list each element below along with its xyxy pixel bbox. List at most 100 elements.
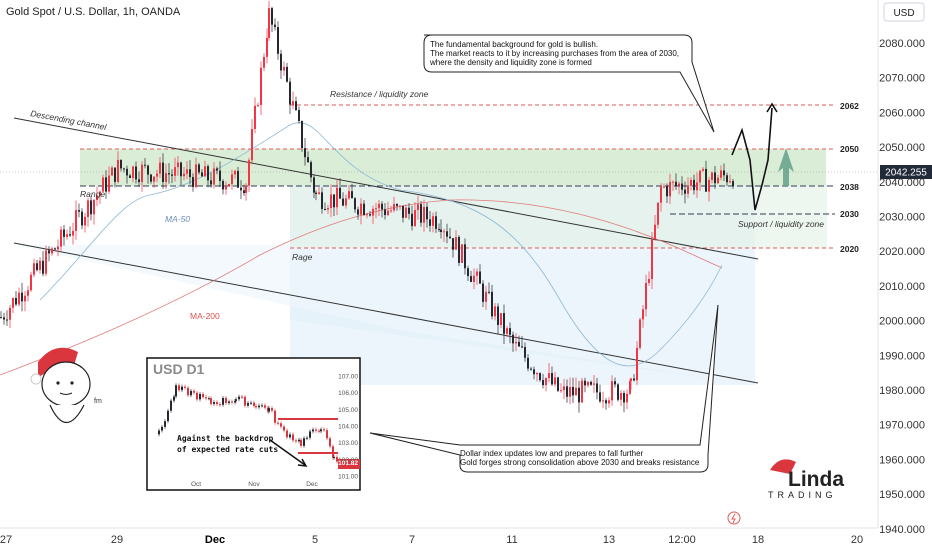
candle-body	[639, 319, 641, 348]
candle-body	[648, 279, 650, 283]
inset-candle-body	[320, 429, 322, 432]
candle-body	[195, 164, 197, 187]
candle-body	[123, 168, 125, 170]
candle-body	[351, 191, 353, 199]
inset-candle-body	[241, 396, 243, 398]
candle-body	[198, 164, 200, 173]
flash-icon[interactable]	[727, 511, 741, 525]
candle-body	[515, 341, 517, 344]
candle-body	[237, 170, 239, 188]
candle-body	[66, 234, 68, 237]
projection-arrowhead	[766, 102, 778, 113]
candle-body	[378, 203, 380, 209]
inset-caption-line2: of expected rate cuts	[177, 445, 278, 454]
channel-lines	[13, 117, 759, 384]
candle-body	[560, 390, 562, 392]
price-tick-label: 1950.000	[879, 489, 925, 501]
currency-button[interactable]	[883, 2, 925, 22]
price-tick-label: 2070.000	[879, 73, 925, 85]
candle-body	[684, 189, 686, 194]
candle-body	[129, 175, 131, 179]
current-price-value: 2042.255	[885, 168, 927, 179]
candle-body	[423, 206, 425, 223]
candle-body	[455, 237, 457, 250]
level-2030-label: 2030	[840, 209, 859, 219]
level-2020-label: 2020	[840, 244, 859, 254]
candle-body	[357, 209, 359, 215]
inset-caption-arrow	[269, 439, 306, 466]
candle-body	[617, 384, 619, 400]
time-tick-label: 13	[603, 534, 615, 546]
inset-x-tick: Dec	[306, 481, 318, 488]
candle-body	[512, 334, 514, 344]
candle-body	[509, 328, 511, 335]
price-tick-label: 2000.000	[879, 316, 925, 328]
candle-body	[126, 168, 128, 176]
candle-body	[566, 386, 568, 397]
inset-candle-body	[219, 404, 221, 406]
candle-body	[93, 199, 95, 215]
candle-body	[530, 368, 532, 370]
candle-body	[693, 179, 695, 191]
candle-body	[563, 386, 565, 391]
inset-y-tick: 105.00	[338, 407, 358, 414]
candle-body	[225, 185, 227, 190]
candle-body	[114, 167, 116, 182]
price-tick-label: 1980.000	[879, 385, 925, 397]
inset-y-tick: 102.00	[338, 457, 358, 464]
candle-body	[72, 230, 74, 236]
range-label-left: Range	[80, 189, 105, 199]
candle-body	[687, 185, 689, 194]
candle-body	[147, 165, 149, 175]
inset-candle-body	[264, 405, 266, 408]
candle-body	[717, 177, 719, 184]
candle-body	[584, 380, 586, 386]
ma200-label: MA-200	[190, 311, 220, 321]
inset-y-axis: 107.00106.00105.00104.00103.00102.00101.…	[338, 374, 358, 481]
candle-body	[690, 179, 692, 186]
inset-x-axis: Oct Nov Dec	[191, 481, 319, 488]
level-2062-label: 2062	[840, 101, 859, 111]
time-tick-label: 18	[752, 534, 764, 546]
candle-body	[87, 200, 89, 217]
candle-body	[402, 205, 404, 218]
candle-body	[260, 67, 262, 105]
candle-body	[485, 291, 487, 302]
candle-body	[458, 237, 460, 263]
candle-body	[102, 177, 104, 192]
candle-body	[596, 383, 598, 393]
candle-body	[183, 173, 185, 177]
inset-candle-body	[181, 386, 183, 391]
candle-body	[666, 186, 668, 197]
candle-body	[551, 373, 553, 385]
ma50-line	[39, 122, 723, 367]
candle-body	[408, 207, 410, 214]
inset-candle-body	[199, 393, 201, 400]
inset-candle-body	[190, 390, 192, 396]
price-axis[interactable]: 2080.000 2070.000 2060.000 2050.000 2040.000…	[879, 38, 925, 536]
usd-inset: USD D1 Against the backdrop of expected …	[146, 357, 361, 491]
time-axis[interactable]: 27 29 Dec 5 7 11 13 12:00 18 20	[0, 534, 863, 546]
candle-body	[210, 180, 212, 185]
inset-candle-body	[205, 397, 207, 399]
candle-body	[524, 347, 526, 358]
candle-body	[21, 292, 23, 302]
candle-body	[426, 206, 428, 220]
mascot-handle: fm	[94, 398, 102, 405]
price-tick-label: 2010.000	[879, 281, 925, 293]
candle-body	[231, 174, 233, 185]
current-price-badge	[880, 165, 932, 179]
inset-candle-body	[300, 439, 302, 446]
inset-candle-body	[336, 456, 338, 462]
inset-candle-body	[228, 401, 230, 403]
candle-body	[599, 392, 601, 402]
inset-caption-line1: Against the backdrop	[177, 433, 274, 443]
candle-body	[593, 383, 595, 385]
projection-path-black	[731, 107, 773, 211]
candle-body	[268, 8, 270, 38]
candle-body	[726, 175, 728, 183]
candle-body	[396, 204, 398, 206]
candle-body	[36, 263, 38, 271]
candle-body	[432, 216, 434, 226]
